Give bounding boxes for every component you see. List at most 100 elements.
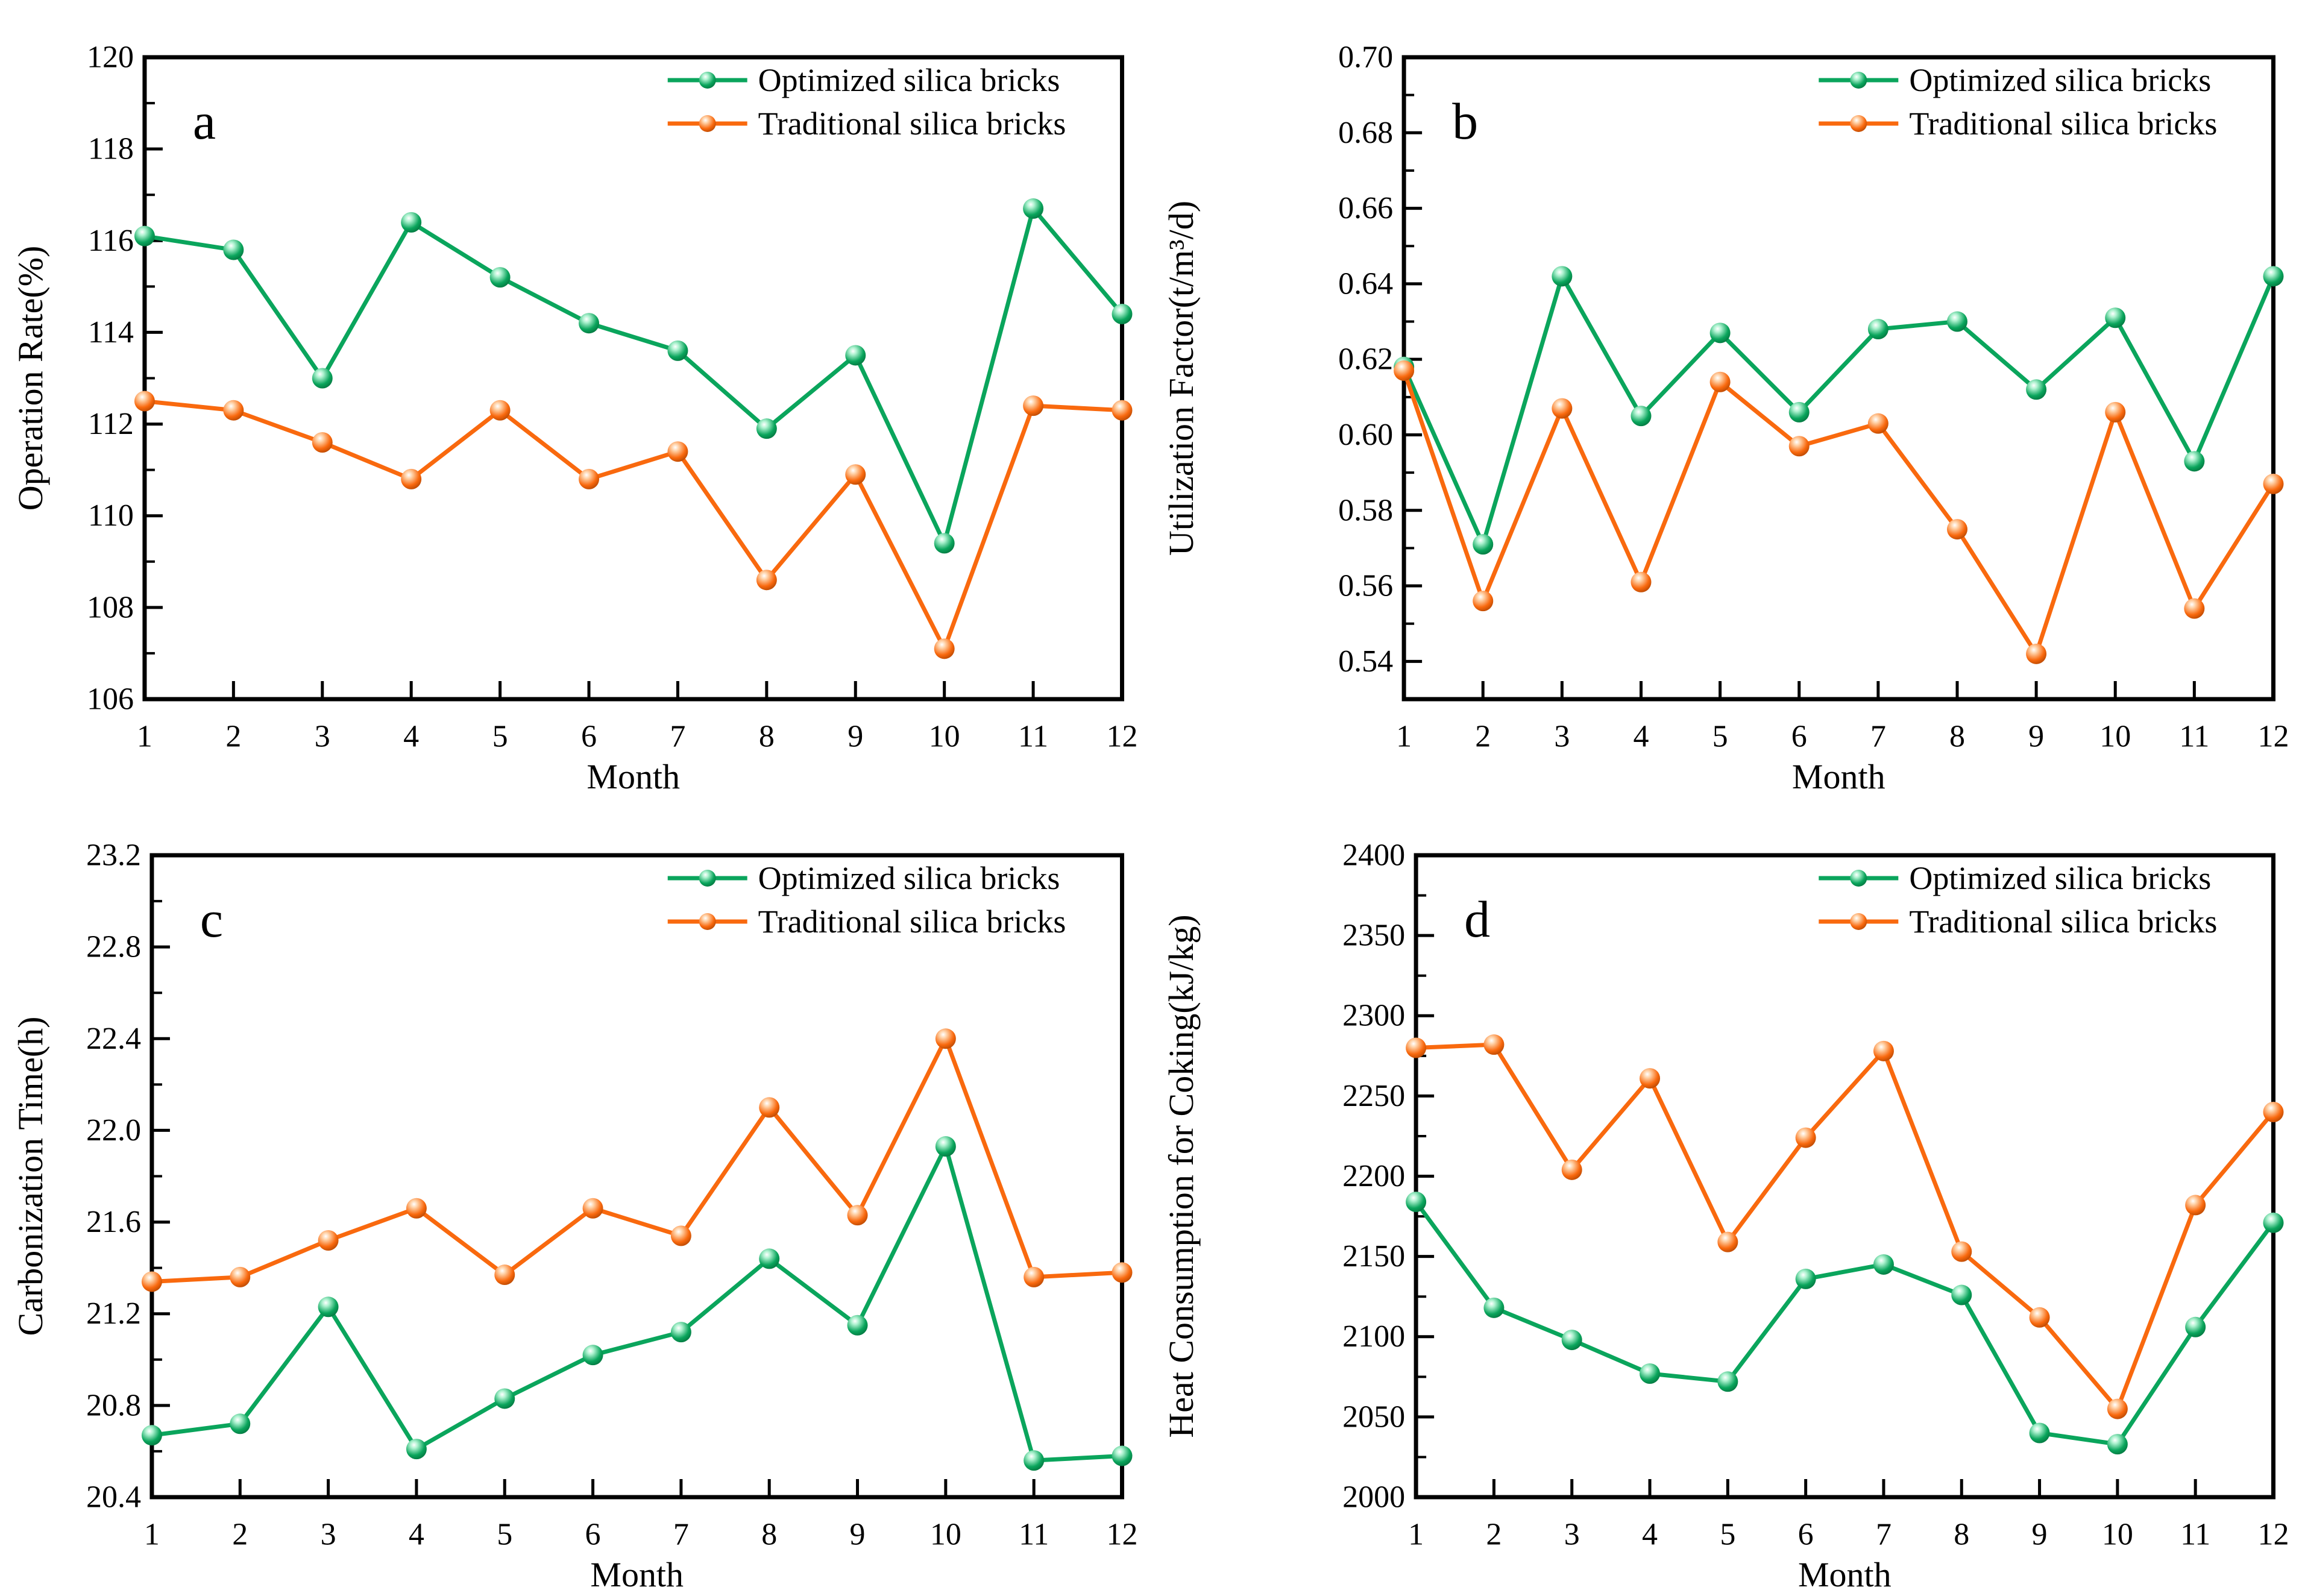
svg-text:6: 6 [581,719,597,753]
chart-panel-c: 20.4 20.8 21.2 21.6 22.0 22.4 22.8 23.2 1 2 3 4 5 6 7 8… [0,798,1151,1596]
svg-text:22.8: 22.8 [86,930,141,964]
svg-text:5: 5 [1712,720,1728,754]
svg-text:2250: 2250 [1342,1079,1405,1113]
svg-text:Optimized silica bricks: Optimized silica bricks [1909,860,2211,896]
svg-text:10: 10 [2102,1518,2133,1552]
svg-text:120: 120 [87,40,134,74]
svg-text:110: 110 [88,498,134,533]
svg-text:2400: 2400 [1342,838,1405,873]
svg-text:4: 4 [403,719,419,753]
svg-text:23.2: 23.2 [86,838,141,872]
svg-text:112: 112 [88,407,134,441]
svg-text:4: 4 [409,1517,424,1551]
svg-text:Traditional silica bricks: Traditional silica bricks [758,105,1066,142]
svg-text:c: c [200,890,223,948]
svg-text:6: 6 [1798,1518,1814,1552]
svg-text:7: 7 [673,1517,689,1551]
svg-text:9: 9 [848,719,863,753]
svg-text:9: 9 [2028,720,2044,754]
svg-text:0.68: 0.68 [1338,116,1393,150]
svg-text:6: 6 [1791,720,1807,754]
svg-text:8: 8 [759,719,775,753]
svg-text:3: 3 [315,719,330,753]
svg-text:0.58: 0.58 [1338,493,1393,527]
svg-text:8: 8 [1954,1518,1969,1552]
svg-text:0.60: 0.60 [1338,418,1393,452]
svg-text:7: 7 [1870,720,1886,754]
svg-text:21.6: 21.6 [86,1205,141,1239]
svg-text:0.56: 0.56 [1338,569,1393,603]
svg-text:1: 1 [1408,1518,1424,1552]
svg-text:5: 5 [1720,1518,1735,1552]
svg-text:10: 10 [930,1517,961,1551]
svg-text:0.70: 0.70 [1338,40,1393,75]
svg-text:8: 8 [1949,720,1965,754]
svg-text:Utilization Factor(t/m³/d): Utilization Factor(t/m³/d) [1162,201,1201,556]
svg-text:b: b [1452,92,1478,150]
chart-panel-d: 2000 2050 2100 2150 2200 2250 2300 2350 2400 1 2 3 4… [1151,798,2302,1596]
svg-text:d: d [1464,890,1490,948]
svg-text:2200: 2200 [1342,1159,1405,1193]
svg-text:9: 9 [850,1517,866,1551]
svg-text:11: 11 [2180,1518,2210,1552]
svg-text:22.0: 22.0 [86,1113,141,1148]
svg-text:12: 12 [2257,1518,2289,1552]
svg-text:11: 11 [1018,719,1048,753]
svg-text:Month: Month [1798,1555,1892,1594]
svg-text:Operation Rate(%): Operation Rate(%) [11,246,50,511]
svg-text:106: 106 [87,682,134,716]
svg-text:10: 10 [929,719,960,753]
svg-text:6: 6 [585,1517,601,1551]
chart-panel-a: 106 108 110 112 114 116 118 120 1 2 3 4 5 6 7 8 9 10 11 12 M… [0,0,1151,798]
svg-text:118: 118 [88,132,134,166]
svg-text:4: 4 [1633,720,1649,754]
svg-text:Month: Month [1792,757,1885,796]
line-chart-utilization-factor: 0.54 0.56 0.58 0.60 0.62 0.64 0.66 0.68 0.70 1 2 3 4… [1162,40,2289,796]
svg-text:20.4: 20.4 [86,1480,141,1514]
svg-text:2050: 2050 [1342,1400,1405,1434]
svg-text:1: 1 [137,719,153,753]
svg-text:Traditional silica bricks: Traditional silica bricks [1909,903,2217,940]
svg-text:a: a [193,92,216,150]
chart-panel-b: 0.54 0.56 0.58 0.60 0.62 0.64 0.66 0.68 0.70 1 2 3 4… [1151,0,2302,798]
svg-text:0.64: 0.64 [1338,266,1393,301]
svg-text:0.66: 0.66 [1338,191,1393,225]
svg-text:108: 108 [87,590,134,624]
svg-text:10: 10 [2099,720,2131,754]
svg-text:Month: Month [590,1555,684,1594]
svg-text:2300: 2300 [1342,999,1405,1033]
svg-text:Optimized silica bricks: Optimized silica bricks [758,62,1060,98]
svg-text:7: 7 [1876,1518,1892,1552]
svg-text:1: 1 [144,1517,160,1551]
svg-text:5: 5 [492,719,508,753]
svg-text:2: 2 [225,719,241,753]
svg-text:Optimized silica bricks: Optimized silica bricks [1909,62,2211,98]
svg-text:Heat Consumption for Coking(kJ: Heat Consumption for Coking(kJ/kg) [1162,914,1201,1437]
line-chart-carbonization-time: 20.420.821.221.622.022.422.823.21 2 3 4 5 6 7 8… [11,838,1138,1594]
svg-text:12: 12 [1107,719,1138,753]
svg-text:Month: Month [587,757,680,796]
svg-text:2350: 2350 [1342,919,1405,953]
svg-text:0.62: 0.62 [1338,342,1393,377]
svg-text:0.54: 0.54 [1338,644,1393,679]
svg-text:2000: 2000 [1342,1480,1405,1515]
svg-text:21.2: 21.2 [86,1296,141,1331]
svg-text:9: 9 [2032,1518,2048,1552]
svg-text:Traditional silica bricks: Traditional silica bricks [758,903,1066,940]
svg-text:12: 12 [1107,1517,1138,1551]
svg-text:8: 8 [761,1517,777,1551]
svg-text:11: 11 [1019,1517,1049,1551]
svg-text:22.4: 22.4 [86,1022,141,1056]
svg-text:Carbonization Time(h): Carbonization Time(h) [11,1017,50,1336]
svg-text:2100: 2100 [1342,1319,1405,1354]
svg-text:12: 12 [2257,720,2289,754]
svg-text:1: 1 [1396,720,1412,754]
svg-text:2150: 2150 [1342,1239,1405,1274]
svg-text:2: 2 [232,1517,248,1551]
svg-text:3: 3 [1554,720,1570,754]
svg-text:20.8: 20.8 [86,1388,141,1422]
svg-text:Traditional silica bricks: Traditional silica bricks [1909,105,2217,142]
